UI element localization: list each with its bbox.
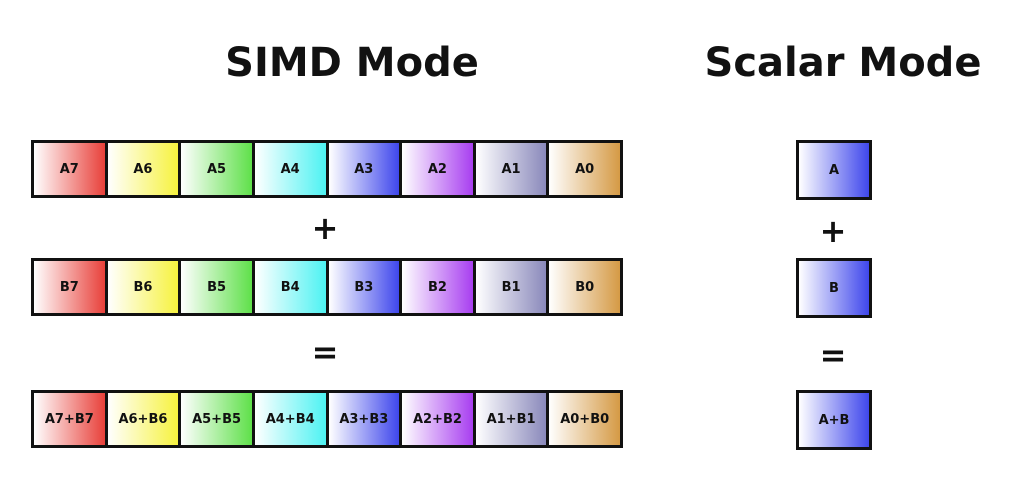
scalar-operand-a: A <box>796 140 872 200</box>
lane-b6: B6 <box>107 261 182 313</box>
scalar-plus-operator: + <box>819 212 847 250</box>
lane-a4: A4 <box>254 143 329 195</box>
simd-mode-title: SIMD Mode <box>225 40 479 86</box>
lane-a3: A3 <box>328 143 403 195</box>
lane-b3: B3 <box>328 261 403 313</box>
simd-equals-operator: = <box>311 333 339 371</box>
lane-b7: B7 <box>34 261 108 313</box>
lane-result-0: A0+B0 <box>549 393 620 445</box>
scalar-mode-title: Scalar Mode <box>704 40 982 86</box>
scalar-result: A+B <box>796 390 872 450</box>
simd-result-register: A7+B7 A6+B6 A5+B5 A4+B4 A3+B3 A2+B2 A1+B… <box>31 390 623 448</box>
lane-a2: A2 <box>402 143 476 195</box>
lane-result-1: A1+B1 <box>475 393 550 445</box>
lane-a7: A7 <box>34 143 108 195</box>
lane-result-7: A7+B7 <box>34 393 108 445</box>
lane-result-3: A3+B3 <box>328 393 403 445</box>
lane-b5: B5 <box>181 261 255 313</box>
lane-a5: A5 <box>181 143 255 195</box>
lane-b0: B0 <box>549 261 620 313</box>
lane-b1: B1 <box>475 261 550 313</box>
lane-result-5: A5+B5 <box>181 393 255 445</box>
simd-operand-b-register: B7 B6 B5 B4 B3 B2 B1 B0 <box>31 258 623 316</box>
scalar-operand-b: B <box>796 258 872 318</box>
simd-plus-operator: + <box>311 209 339 247</box>
simd-operand-a-register: A7 A6 A5 A4 A3 A2 A1 A0 <box>31 140 623 198</box>
lane-result-2: A2+B2 <box>402 393 476 445</box>
lane-result-6: A6+B6 <box>107 393 182 445</box>
lane-b2: B2 <box>402 261 476 313</box>
lane-a0: A0 <box>549 143 620 195</box>
scalar-equals-operator: = <box>819 336 847 374</box>
lane-result-4: A4+B4 <box>254 393 329 445</box>
lane-a1: A1 <box>475 143 550 195</box>
lane-b4: B4 <box>254 261 329 313</box>
lane-a6: A6 <box>107 143 182 195</box>
